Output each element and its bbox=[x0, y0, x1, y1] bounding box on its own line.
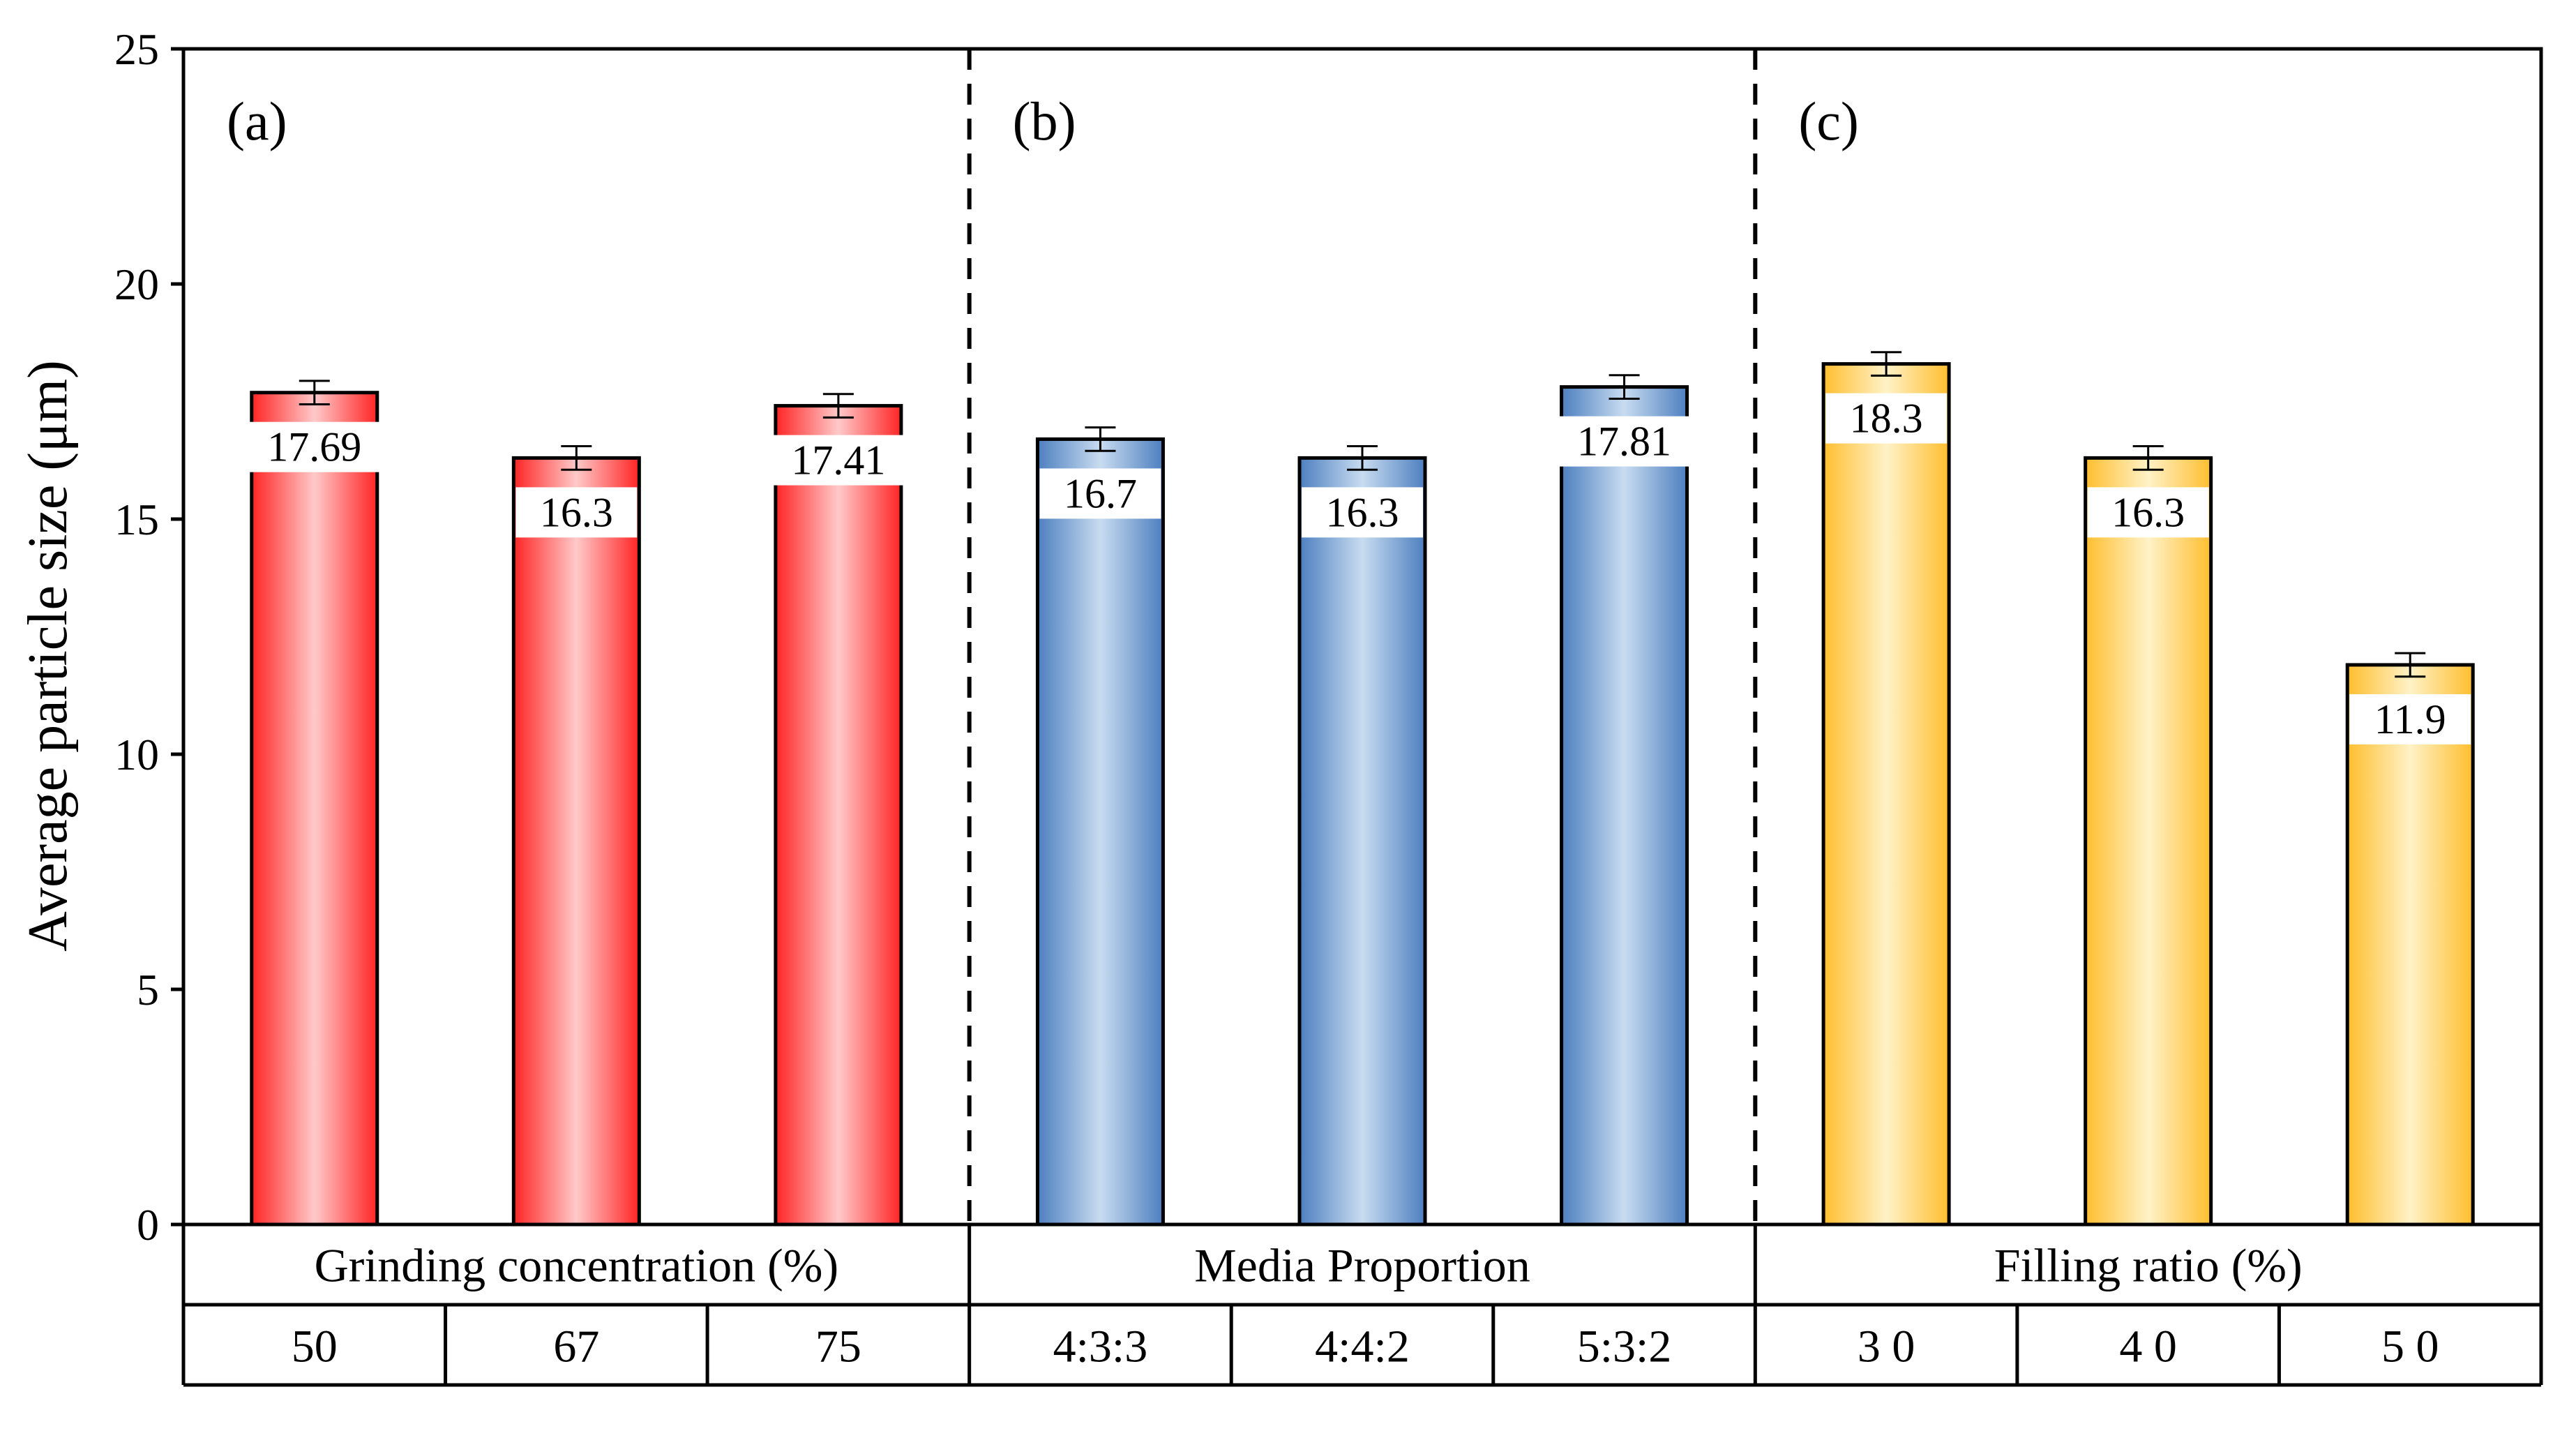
text-layer: 17.69 16.3 17.41 (a) Grinding concentration … bbox=[114, 24, 2471, 1372]
category-label-2-0: 3 0 bbox=[1858, 1321, 1915, 1372]
value-label-box-1-2 bbox=[1550, 416, 1698, 467]
value-label-2-0: 18.3 bbox=[1850, 396, 1923, 442]
bars-layer bbox=[250, 351, 2475, 1227]
bar-0-0 bbox=[250, 391, 379, 1227]
value-label-box-1-1 bbox=[1302, 487, 1423, 538]
y-tick-label-0: 0 bbox=[137, 1200, 159, 1250]
y-tick-label-10: 10 bbox=[114, 730, 159, 779]
group-title-1: Media Proportion bbox=[1194, 1239, 1530, 1292]
y-tick-label-25: 25 bbox=[114, 24, 159, 74]
chart-frame bbox=[171, 47, 2543, 1387]
category-label-1-1: 4:4:2 bbox=[1315, 1321, 1410, 1372]
bar-1-2 bbox=[1560, 385, 1689, 1227]
bar-1-0 bbox=[1035, 437, 1165, 1227]
value-label-1-0: 16.7 bbox=[1064, 470, 1137, 516]
category-label-1-0: 4:3:3 bbox=[1053, 1321, 1148, 1372]
value-label-box-0-2 bbox=[764, 435, 912, 486]
y-axis-label: Average particle size (μm) bbox=[17, 360, 79, 952]
value-label-box-1-0 bbox=[1039, 468, 1161, 519]
value-label-2-2: 11.9 bbox=[2374, 696, 2446, 742]
group-title-0: Grinding concentration (%) bbox=[315, 1239, 839, 1292]
panel-label-2: (c) bbox=[1798, 91, 1859, 151]
value-label-0-2: 17.41 bbox=[791, 437, 885, 484]
bar-2-1 bbox=[2084, 456, 2213, 1227]
y-tick-label-20: 20 bbox=[114, 260, 159, 309]
value-label-0-1: 16.3 bbox=[540, 489, 613, 535]
category-label-0-2: 75 bbox=[815, 1321, 861, 1372]
category-label-1-2: 5:3:2 bbox=[1577, 1321, 1672, 1372]
value-label-box-2-1 bbox=[2087, 487, 2209, 538]
value-label-2-1: 16.3 bbox=[2111, 489, 2185, 535]
value-label-box-0-1 bbox=[515, 487, 638, 538]
bar-0-2 bbox=[774, 404, 903, 1227]
category-label-0-0: 50 bbox=[292, 1321, 338, 1372]
panel-label-1: (b) bbox=[1013, 91, 1076, 151]
y-tick-label-5: 5 bbox=[137, 965, 159, 1014]
value-label-1-2: 17.81 bbox=[1577, 419, 1671, 465]
value-label-box-2-0 bbox=[1825, 393, 1948, 444]
value-label-box-0-0 bbox=[240, 421, 389, 472]
value-label-1-1: 16.3 bbox=[1326, 489, 1399, 535]
value-label-box-2-2 bbox=[2349, 694, 2471, 744]
y-tick-label-15: 15 bbox=[114, 495, 159, 544]
bar-2-2 bbox=[2345, 663, 2475, 1227]
category-label-2-1: 4 0 bbox=[2119, 1321, 2177, 1372]
bar-2-0 bbox=[1821, 362, 1951, 1227]
bar-1-1 bbox=[1297, 456, 1427, 1227]
value-label-0-0: 17.69 bbox=[267, 424, 361, 470]
category-label-0-1: 67 bbox=[553, 1321, 599, 1372]
group-title-2: Filling ratio (%) bbox=[1994, 1239, 2303, 1292]
plot-border bbox=[181, 47, 2543, 1227]
panel-label-0: (a) bbox=[227, 91, 287, 151]
category-label-2-2: 5 0 bbox=[2381, 1321, 2439, 1372]
bar-0-1 bbox=[511, 456, 641, 1227]
